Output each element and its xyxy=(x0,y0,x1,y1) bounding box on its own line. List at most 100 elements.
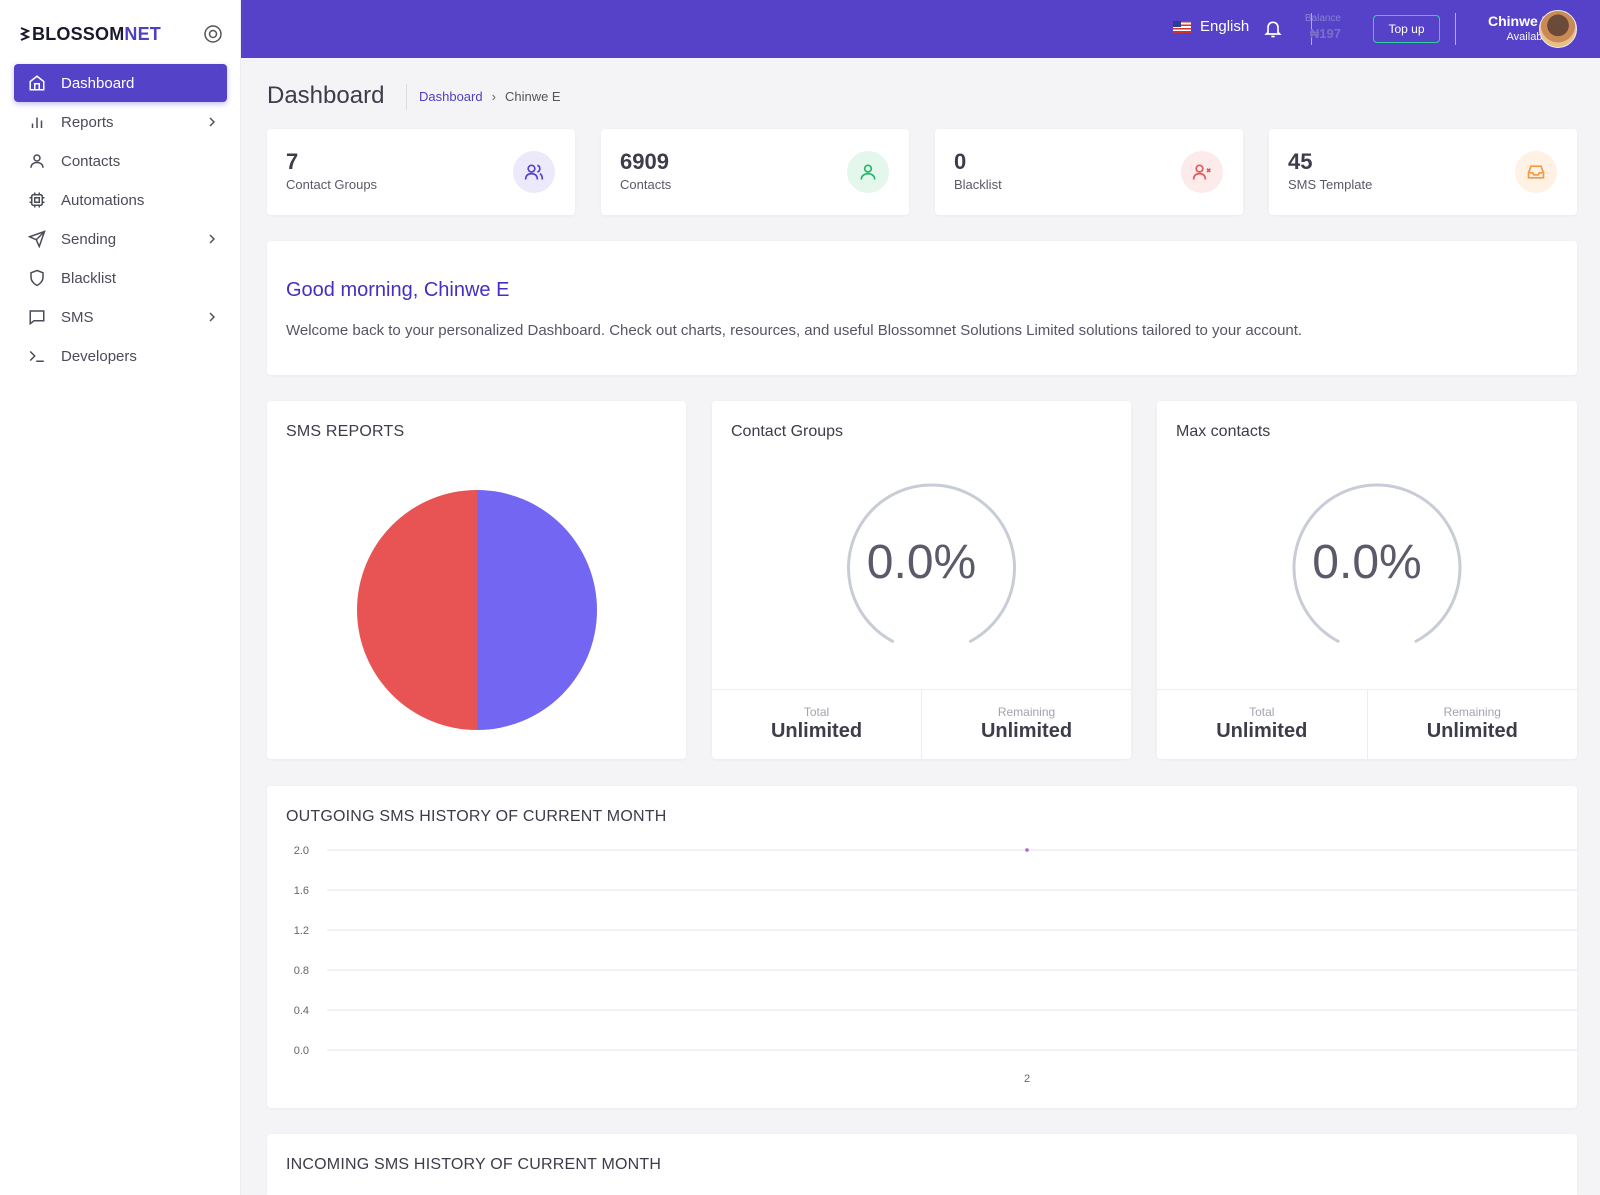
sidebar-item-reports[interactable]: Reports xyxy=(14,103,227,141)
sidebar-item-contacts[interactable]: Contacts xyxy=(14,142,227,180)
pie-slice-0[interactable] xyxy=(477,490,597,730)
topup-button[interactable]: Top up xyxy=(1373,15,1440,43)
chevron-right-icon: › xyxy=(491,89,496,104)
sidebar-item-blacklist[interactable]: Blacklist xyxy=(14,259,227,297)
welcome-text: Welcome back to your personalized Dashbo… xyxy=(286,322,1303,339)
pie-slice-1[interactable] xyxy=(357,490,477,730)
max-contacts-gauge-card: Max contacts 0.0% Total Unlimited Remain… xyxy=(1157,401,1577,759)
stat-label: Contacts xyxy=(620,177,672,192)
stat-card-contacts[interactable]: 6909 Contacts xyxy=(601,129,909,215)
users-icon xyxy=(513,151,555,193)
sms-reports-card: SMS REPORTS xyxy=(267,401,686,759)
sidebar-item-developers[interactable]: Developers xyxy=(14,337,227,375)
sidebar-item-label: Blacklist xyxy=(61,269,117,287)
bell-icon[interactable] xyxy=(1263,18,1283,40)
gauge-remaining-label: Remaining xyxy=(1443,705,1501,719)
sidebar-nav: Dashboard Reports Contacts Automations S… xyxy=(14,64,227,376)
home-icon xyxy=(28,74,46,92)
stat-card-blacklist[interactable]: 0 Blacklist xyxy=(935,129,1243,215)
stat-label: Contact Groups xyxy=(286,177,378,192)
welcome-card: Good morning, Chinwe E Welcome back to y… xyxy=(267,241,1577,375)
cpu-icon xyxy=(28,191,46,209)
sms-reports-pie-chart xyxy=(357,490,597,730)
gauge-total-value: Unlimited xyxy=(1216,720,1308,742)
sidebar-item-label: Developers xyxy=(61,347,137,365)
bar-chart-icon xyxy=(28,113,46,131)
page-title: Dashboard xyxy=(267,82,385,109)
inbox-icon xyxy=(1515,151,1557,193)
card-title: Max contacts xyxy=(1176,423,1271,440)
y-tick-label: 1.2 xyxy=(294,925,309,937)
x-tick-label: 2 xyxy=(1024,1073,1030,1085)
card-title: INCOMING SMS HISTORY OF CURRENT MONTH xyxy=(286,1156,662,1173)
sidebar-item-label: Reports xyxy=(61,113,114,131)
card-title: SMS REPORTS xyxy=(286,423,405,440)
sidebar-item-label: Sending xyxy=(61,230,117,248)
gauge-remaining-label: Remaining xyxy=(997,705,1056,719)
shield-icon xyxy=(28,269,46,287)
message-icon xyxy=(28,308,46,326)
data-point[interactable] xyxy=(1025,848,1029,852)
gauge-remaining: Remaining Unlimited xyxy=(1366,690,1578,759)
sidebar-item-dashboard[interactable]: Dashboard xyxy=(14,64,227,102)
avatar[interactable] xyxy=(1539,10,1577,48)
user-icon xyxy=(847,151,889,193)
stat-label: Blacklist xyxy=(954,177,1002,192)
sidebar-item-automations[interactable]: Automations xyxy=(14,181,227,219)
stat-value: 7 xyxy=(286,149,299,174)
outgoing-sms-card: OUTGOING SMS HISTORY OF CURRENT MONTH 2.… xyxy=(267,786,1577,1108)
balance: Balance ₦197 xyxy=(1293,12,1341,42)
sidebar-item-label: SMS xyxy=(61,308,94,326)
gauge-remaining-value: Unlimited xyxy=(1426,720,1518,742)
stat-value: 6909 xyxy=(620,149,669,174)
gauge-remaining-value: Unlimited xyxy=(980,720,1073,742)
card-title: OUTGOING SMS HISTORY OF CURRENT MONTH xyxy=(286,808,667,825)
chevron-right-icon xyxy=(209,312,216,322)
stat-value: 0 xyxy=(954,149,967,174)
user-icon xyxy=(28,152,46,170)
stat-card-sms-template[interactable]: 45 SMS Template xyxy=(1269,129,1577,215)
divider xyxy=(1455,13,1456,45)
gauge-total-label: Total xyxy=(1249,705,1275,719)
language-selector[interactable]: English xyxy=(1173,18,1249,35)
us-flag-icon xyxy=(1173,20,1191,33)
outgoing-sms-line-chart: 2.0 1.6 1.2 0.8 0.4 0.0 2 xyxy=(294,845,1577,1085)
incoming-sms-card: INCOMING SMS HISTORY OF CURRENT MONTH xyxy=(267,1134,1577,1195)
balance-label: Balance xyxy=(1304,13,1341,24)
card-title: Contact Groups xyxy=(731,423,844,440)
gauge-total-value: Unlimited xyxy=(770,720,863,742)
chevron-right-icon xyxy=(209,234,216,244)
user-name: Chinwe E xyxy=(1487,13,1551,29)
send-icon xyxy=(28,230,46,248)
sidebar: BLOSSOMNET Dashboard Reports Contacts Au… xyxy=(0,0,241,1195)
user-x-icon xyxy=(1181,151,1223,193)
user-menu[interactable]: Chinwe E Available xyxy=(1461,12,1551,45)
gauge-total: Total Unlimited xyxy=(1157,690,1367,759)
sidebar-item-sending[interactable]: Sending xyxy=(14,220,227,258)
user-status: Available xyxy=(1506,31,1551,43)
balance-value: ₦197 xyxy=(1309,26,1341,41)
y-tick-label: 0.8 xyxy=(294,965,309,977)
language-label: English xyxy=(1200,18,1250,35)
sidebar-item-sms[interactable]: SMS xyxy=(14,298,227,336)
breadcrumb-link-dashboard[interactable]: Dashboard xyxy=(419,89,483,104)
stat-card-contact-groups[interactable]: 7 Contact Groups xyxy=(267,129,575,215)
sidebar-toggle-icon[interactable] xyxy=(203,24,223,44)
terminal-icon xyxy=(28,347,46,365)
gauge-total: Total Unlimited xyxy=(712,690,921,759)
sidebar-item-label: Contacts xyxy=(61,152,121,170)
sidebar-item-label: Dashboard xyxy=(61,74,135,92)
brand-name: BLOSSOMNET xyxy=(32,23,162,44)
divider xyxy=(406,84,407,110)
gauge-footer: Total Unlimited Remaining Unlimited xyxy=(712,689,1131,759)
gauge-remaining: Remaining Unlimited xyxy=(921,690,1131,759)
y-tick-label: 0.0 xyxy=(294,1045,309,1057)
y-tick-label: 1.6 xyxy=(294,885,309,897)
sidebar-item-label: Automations xyxy=(61,191,145,209)
gauge-ring xyxy=(1292,483,1462,643)
y-tick-label: 0.4 xyxy=(294,1005,309,1017)
gauge-total-label: Total xyxy=(803,705,830,719)
chevron-right-icon xyxy=(209,117,216,127)
brand-logo[interactable]: BLOSSOMNET xyxy=(20,22,161,46)
contact-groups-gauge-card: Contact Groups 0.0% Total Unlimited Rema… xyxy=(712,401,1131,759)
